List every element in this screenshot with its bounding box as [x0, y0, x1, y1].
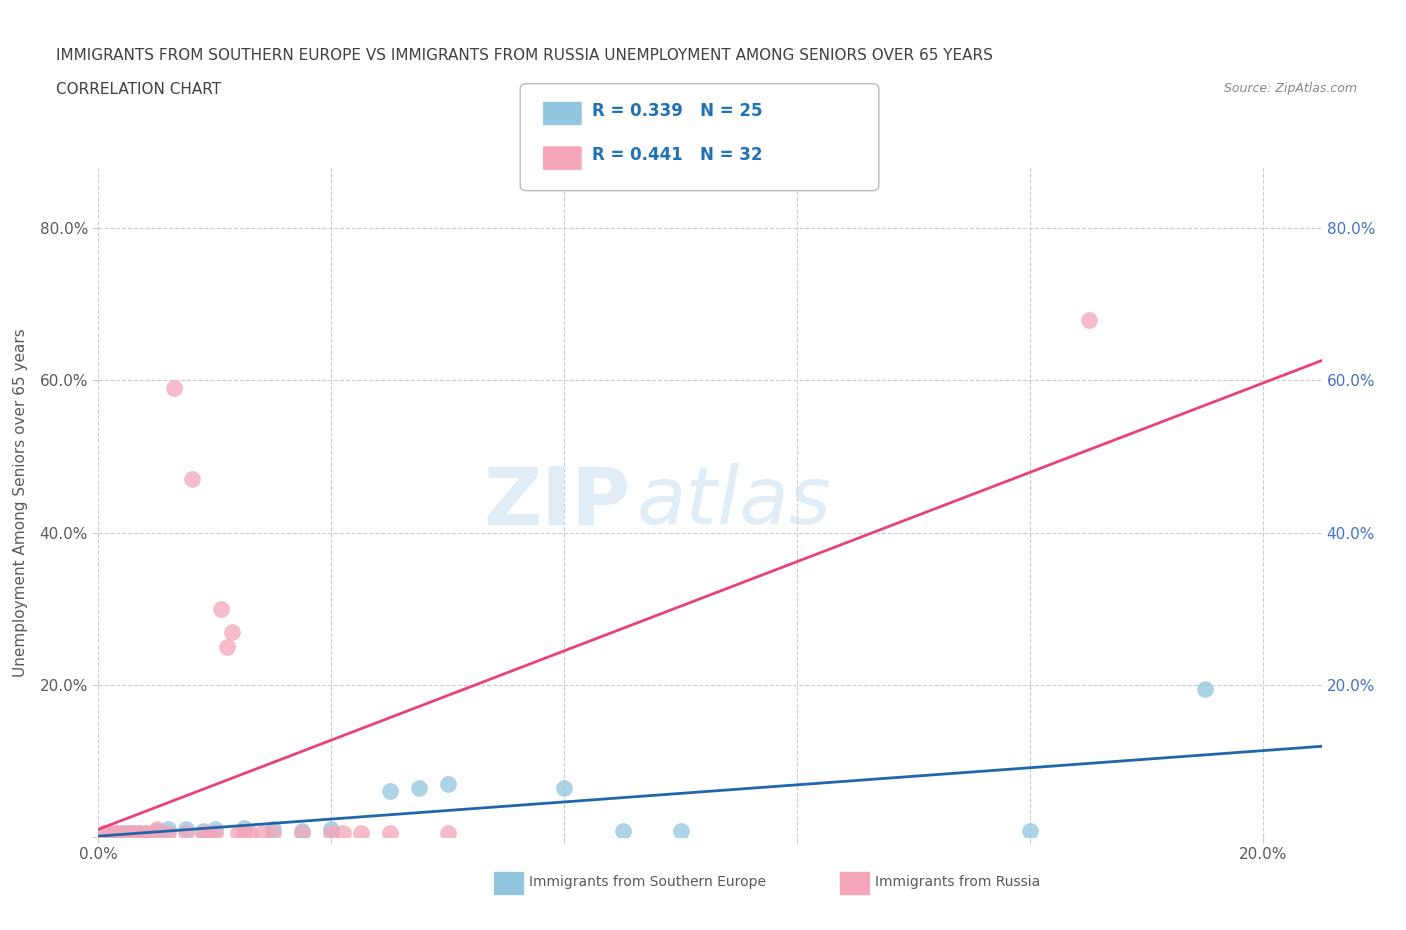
Point [262, 822, 284, 837]
Point [174, 826, 197, 841]
Point [233, 820, 256, 835]
Point [174, 822, 197, 837]
Point [128, 826, 150, 841]
Point [145, 823, 167, 838]
Point [204, 822, 226, 837]
Point [209, 602, 232, 617]
Point [1194, 681, 1216, 696]
Point [349, 826, 371, 841]
Point [291, 823, 314, 838]
Text: ZIP: ZIP [484, 463, 630, 541]
Point [321, 822, 343, 837]
Point [98, 826, 121, 841]
Point [111, 826, 134, 841]
Text: IMMIGRANTS FROM SOUTHERN EUROPE VS IMMIGRANTS FROM RUSSIA UNEMPLOYMENT AMONG SEN: IMMIGRANTS FROM SOUTHERN EUROPE VS IMMIG… [56, 48, 993, 63]
Point [378, 784, 401, 799]
Point [98, 826, 121, 841]
Text: Immigrants from Southern Europe: Immigrants from Southern Europe [529, 874, 766, 889]
Point [226, 826, 249, 841]
Point [145, 822, 167, 837]
Point [139, 826, 162, 841]
Point [104, 826, 127, 841]
Point [193, 823, 215, 838]
Point [321, 826, 343, 841]
Point [93, 826, 115, 841]
Point [122, 826, 145, 841]
Point [408, 780, 430, 795]
Point [1077, 312, 1099, 327]
Text: Source: ZipAtlas.com: Source: ZipAtlas.com [1223, 82, 1357, 95]
Point [122, 826, 145, 841]
Point [250, 826, 273, 841]
Point [239, 826, 262, 841]
Point [437, 777, 460, 791]
Point [221, 624, 243, 639]
Point [193, 826, 215, 841]
Point [157, 826, 180, 841]
Point [553, 780, 575, 795]
Text: atlas: atlas [637, 463, 831, 541]
Text: R = 0.441   N = 32: R = 0.441 N = 32 [592, 146, 762, 165]
Point [117, 826, 139, 841]
Point [291, 826, 314, 841]
Point [437, 826, 460, 841]
Text: R = 0.339   N = 25: R = 0.339 N = 25 [592, 101, 762, 120]
Point [111, 826, 134, 841]
Point [612, 823, 634, 838]
Point [262, 826, 284, 841]
Y-axis label: Unemployment Among Seniors over 65 years: Unemployment Among Seniors over 65 years [14, 328, 28, 677]
Point [378, 826, 401, 841]
Text: Immigrants from Russia: Immigrants from Russia [875, 874, 1040, 889]
Point [198, 826, 221, 841]
Point [1019, 823, 1042, 838]
Point [215, 639, 238, 654]
Point [669, 823, 692, 838]
Point [157, 822, 180, 837]
Point [93, 826, 115, 841]
Point [204, 826, 226, 841]
Point [233, 826, 256, 841]
Point [163, 380, 186, 395]
Point [134, 826, 156, 841]
Text: CORRELATION CHART: CORRELATION CHART [56, 82, 221, 97]
Point [117, 826, 139, 841]
Point [180, 472, 202, 486]
Point [332, 826, 354, 841]
Point [134, 826, 156, 841]
Point [128, 826, 150, 841]
Point [104, 826, 127, 841]
